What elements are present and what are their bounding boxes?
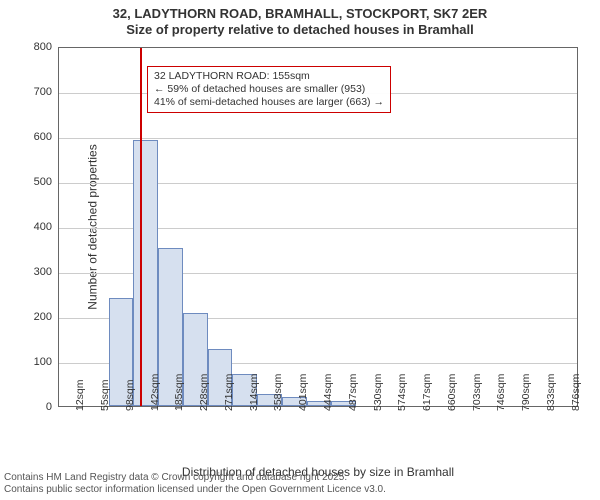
x-tick-label: 55sqm [99,379,111,411]
chart-title-line2: Size of property relative to detached ho… [0,22,600,38]
y-tick-label: 200 [12,311,52,323]
x-tick-label: 401sqm [297,373,309,410]
x-tick-label: 790sqm [520,373,532,410]
x-tick-label: 12sqm [74,379,86,411]
annotation-line1: ← 59% of detached houses are smaller (95… [154,83,384,96]
annotation-heading: 32 LADYTHORN ROAD: 155sqm [154,70,384,83]
plot-area: 32 LADYTHORN ROAD: 155sqm← 59% of detach… [58,47,578,407]
chart-area: Number of detached properties 32 LADYTHO… [58,47,578,407]
x-tick-label: 617sqm [421,373,433,410]
annotation-box: 32 LADYTHORN ROAD: 155sqm← 59% of detach… [147,66,391,113]
x-tick-label: 228sqm [198,373,210,410]
x-tick-label: 574sqm [396,373,408,410]
y-tick-label: 800 [12,41,52,53]
x-tick-label: 444sqm [322,373,334,410]
chart-title-block: 32, LADYTHORN ROAD, BRAMHALL, STOCKPORT,… [0,0,600,39]
annotation-line2: 41% of semi-detached houses are larger (… [154,96,384,109]
x-tick-label: 876sqm [570,373,582,410]
footer-line1: Contains HM Land Registry data © Crown c… [4,472,386,484]
x-tick-label: 185sqm [173,373,185,410]
y-tick-label: 600 [12,131,52,143]
gridline [59,138,577,139]
y-tick-label: 0 [12,401,52,413]
x-tick-label: 314sqm [248,373,260,410]
x-tick-label: 358sqm [272,373,284,410]
footer-line2: Contains public sector information licen… [4,484,386,496]
y-tick-label: 400 [12,221,52,233]
x-tick-label: 98sqm [124,379,136,411]
y-tick-label: 300 [12,266,52,278]
histogram-bar [133,140,158,406]
x-tick-label: 833sqm [545,373,557,410]
x-tick-label: 271sqm [223,373,235,410]
x-tick-label: 703sqm [471,373,483,410]
x-tick-label: 746sqm [495,373,507,410]
y-tick-label: 700 [12,86,52,98]
x-tick-label: 487sqm [347,373,359,410]
x-tick-label: 530sqm [372,373,384,410]
x-tick-label: 660sqm [446,373,458,410]
property-marker-line [140,48,142,406]
y-tick-label: 100 [12,356,52,368]
y-tick-label: 500 [12,176,52,188]
attribution-footer: Contains HM Land Registry data © Crown c… [4,472,386,496]
chart-title-line1: 32, LADYTHORN ROAD, BRAMHALL, STOCKPORT,… [0,6,600,22]
x-tick-label: 142sqm [149,373,161,410]
